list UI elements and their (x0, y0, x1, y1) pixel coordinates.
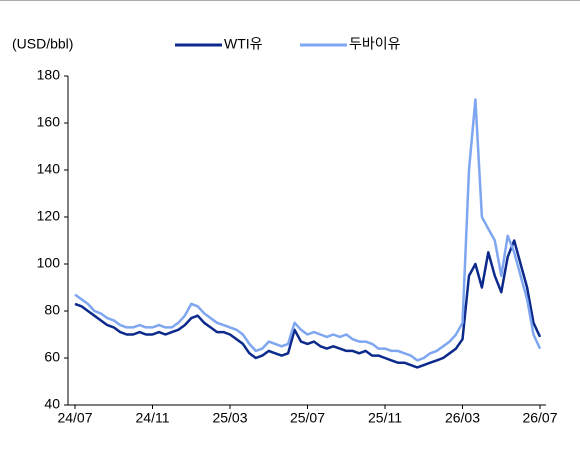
y-tick-label: 40 (44, 396, 60, 412)
y-axis-label: (USD/bbl) (12, 36, 73, 52)
x-tick-label: 26/07 (522, 410, 557, 426)
y-tick-label: 180 (37, 67, 61, 83)
x-tick-label: 24/11 (136, 410, 170, 426)
y-tick-label: 140 (37, 161, 61, 177)
x-tick-label: 26/03 (445, 410, 480, 426)
series-line (74, 98, 542, 362)
y-tick-label: 60 (44, 349, 60, 365)
legend-label: 두바이유 (349, 36, 401, 52)
x-tick-label: 25/11 (368, 410, 402, 426)
x-tick-label: 25/03 (212, 410, 247, 426)
y-tick-label: 160 (37, 114, 61, 130)
y-tick-label: 100 (37, 255, 61, 271)
x-tick-label: 24/07 (57, 410, 92, 426)
x-tick-label: 25/07 (290, 410, 325, 426)
y-tick-label: 120 (37, 208, 61, 224)
series-line (74, 239, 542, 369)
y-tick-label: 80 (44, 302, 60, 318)
legend-label: WTI유 (224, 36, 263, 52)
